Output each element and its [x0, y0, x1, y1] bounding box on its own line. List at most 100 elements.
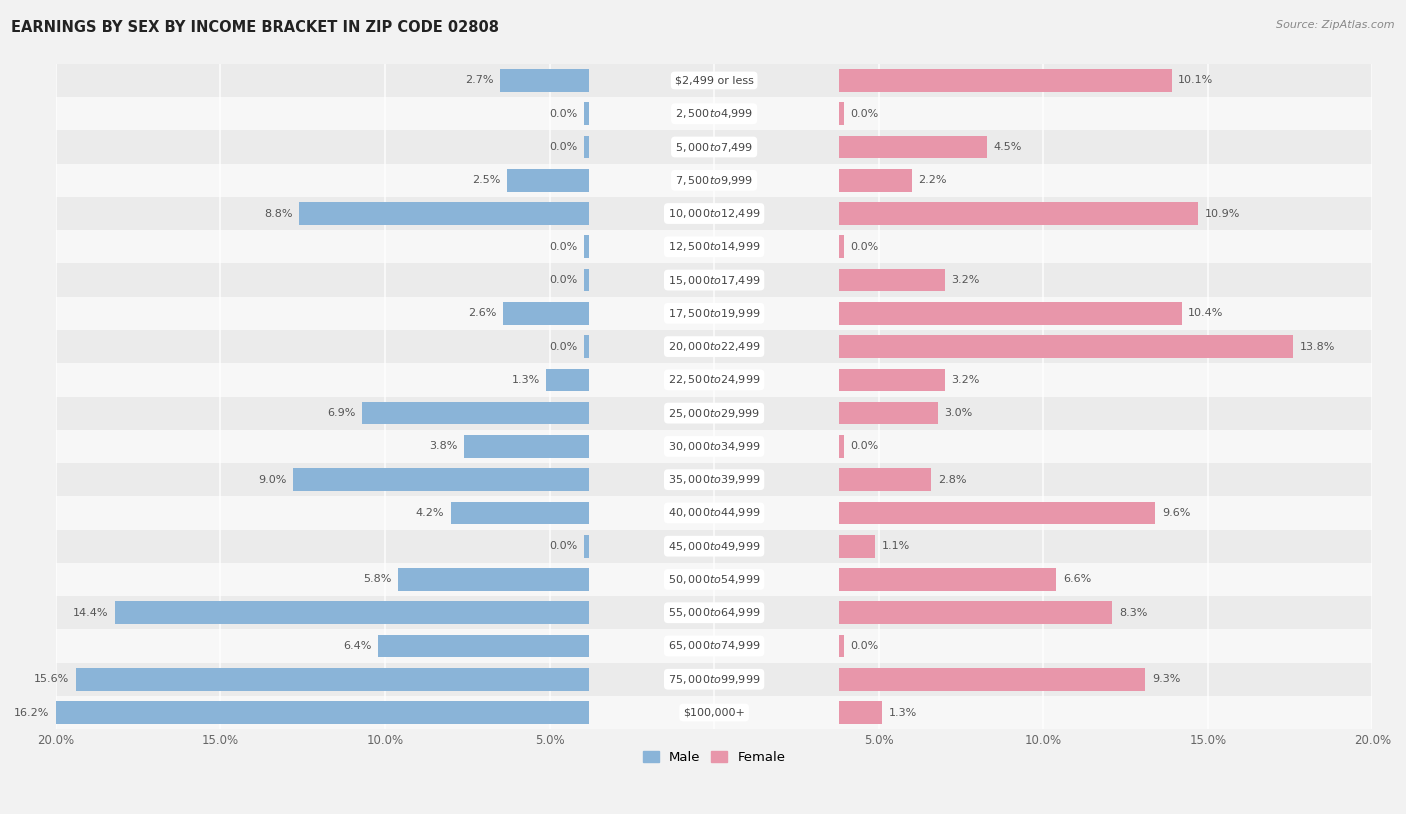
Text: 3.2%: 3.2% [950, 275, 980, 285]
Text: $100,000+: $100,000+ [683, 707, 745, 717]
Text: 3.8%: 3.8% [429, 441, 457, 452]
Text: 3.2%: 3.2% [950, 375, 980, 385]
Bar [839, 701, 882, 724]
Bar [56, 430, 1372, 463]
Bar [839, 535, 876, 558]
Bar [378, 635, 589, 658]
Text: 8.3%: 8.3% [1119, 608, 1147, 618]
Text: 0.0%: 0.0% [851, 109, 879, 119]
Text: Source: ZipAtlas.com: Source: ZipAtlas.com [1277, 20, 1395, 30]
Bar [56, 396, 1372, 430]
Bar [839, 202, 1198, 225]
Bar [839, 468, 931, 491]
Text: $30,000 to $34,999: $30,000 to $34,999 [668, 440, 761, 453]
Text: 0.0%: 0.0% [550, 342, 578, 352]
Bar [292, 468, 589, 491]
Bar [839, 435, 844, 457]
Text: $5,000 to $7,499: $5,000 to $7,499 [675, 141, 754, 154]
Text: 9.3%: 9.3% [1152, 674, 1180, 685]
Text: $35,000 to $39,999: $35,000 to $39,999 [668, 473, 761, 486]
Bar [56, 701, 589, 724]
Bar [56, 197, 1372, 230]
Text: $17,500 to $19,999: $17,500 to $19,999 [668, 307, 761, 320]
Text: 0.0%: 0.0% [550, 275, 578, 285]
Text: 10.1%: 10.1% [1178, 76, 1213, 85]
Text: $65,000 to $74,999: $65,000 to $74,999 [668, 640, 761, 653]
Bar [583, 535, 589, 558]
Bar [56, 296, 1372, 330]
Bar [361, 402, 589, 424]
Text: 1.3%: 1.3% [889, 707, 917, 717]
Bar [56, 562, 1372, 596]
Bar [56, 264, 1372, 296]
Text: 6.9%: 6.9% [328, 408, 356, 418]
Text: $15,000 to $17,499: $15,000 to $17,499 [668, 274, 761, 287]
Text: 10.9%: 10.9% [1205, 208, 1240, 218]
Text: 1.3%: 1.3% [512, 375, 540, 385]
Text: $25,000 to $29,999: $25,000 to $29,999 [668, 407, 761, 420]
Bar [583, 103, 589, 125]
Text: 0.0%: 0.0% [851, 242, 879, 252]
Text: 6.4%: 6.4% [343, 641, 371, 651]
Text: 2.2%: 2.2% [918, 175, 946, 186]
Text: 6.6%: 6.6% [1063, 575, 1091, 584]
Bar [839, 668, 1146, 690]
Text: EARNINGS BY SEX BY INCOME BRACKET IN ZIP CODE 02808: EARNINGS BY SEX BY INCOME BRACKET IN ZIP… [11, 20, 499, 35]
Legend: Male, Female: Male, Female [637, 746, 790, 769]
Text: 14.4%: 14.4% [73, 608, 108, 618]
Bar [583, 235, 589, 258]
Bar [56, 363, 1372, 396]
Bar [56, 497, 1372, 530]
Text: 10.4%: 10.4% [1188, 309, 1223, 318]
Text: $10,000 to $12,499: $10,000 to $12,499 [668, 207, 761, 220]
Bar [839, 69, 1171, 92]
Text: $20,000 to $22,499: $20,000 to $22,499 [668, 340, 761, 353]
Bar [583, 136, 589, 158]
Text: 1.1%: 1.1% [882, 541, 910, 551]
Bar [506, 169, 589, 191]
Text: $75,000 to $99,999: $75,000 to $99,999 [668, 672, 761, 685]
Text: $40,000 to $44,999: $40,000 to $44,999 [668, 506, 761, 519]
Text: $7,500 to $9,999: $7,500 to $9,999 [675, 173, 754, 186]
Text: 0.0%: 0.0% [550, 109, 578, 119]
Bar [56, 463, 1372, 497]
Bar [583, 335, 589, 358]
Text: 9.0%: 9.0% [257, 475, 287, 484]
Text: $2,499 or less: $2,499 or less [675, 76, 754, 85]
Text: 13.8%: 13.8% [1301, 342, 1336, 352]
Text: $55,000 to $64,999: $55,000 to $64,999 [668, 606, 761, 619]
Text: $45,000 to $49,999: $45,000 to $49,999 [668, 540, 761, 553]
Text: 0.0%: 0.0% [550, 541, 578, 551]
Bar [839, 136, 987, 158]
Bar [583, 269, 589, 291]
Bar [839, 369, 945, 392]
Text: 0.0%: 0.0% [550, 242, 578, 252]
Bar [451, 501, 589, 524]
Text: 2.8%: 2.8% [938, 475, 966, 484]
Text: 8.8%: 8.8% [264, 208, 292, 218]
Text: 3.0%: 3.0% [945, 408, 973, 418]
Bar [839, 269, 945, 291]
Text: $12,500 to $14,999: $12,500 to $14,999 [668, 240, 761, 253]
Text: 16.2%: 16.2% [14, 707, 49, 717]
Bar [76, 668, 589, 690]
Text: 0.0%: 0.0% [851, 641, 879, 651]
Text: $22,500 to $24,999: $22,500 to $24,999 [668, 374, 761, 387]
Bar [56, 130, 1372, 164]
Text: 9.6%: 9.6% [1161, 508, 1189, 518]
Bar [56, 696, 1372, 729]
Bar [839, 302, 1181, 325]
Text: 4.2%: 4.2% [416, 508, 444, 518]
Bar [115, 602, 589, 624]
Text: 0.0%: 0.0% [550, 142, 578, 152]
Text: 0.0%: 0.0% [851, 441, 879, 452]
Bar [839, 568, 1056, 591]
Bar [56, 63, 1372, 97]
Text: 5.8%: 5.8% [363, 575, 391, 584]
Bar [839, 103, 844, 125]
Bar [56, 97, 1372, 130]
Bar [464, 435, 589, 457]
Text: 15.6%: 15.6% [34, 674, 69, 685]
Bar [839, 402, 938, 424]
Bar [839, 602, 1112, 624]
